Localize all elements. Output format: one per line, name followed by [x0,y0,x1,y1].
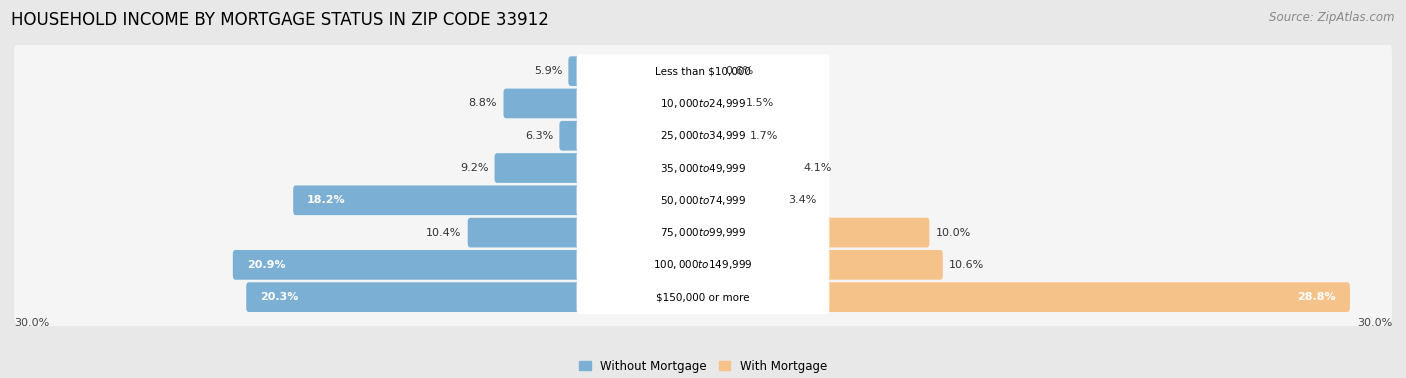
FancyBboxPatch shape [700,186,782,215]
FancyBboxPatch shape [576,119,830,153]
FancyBboxPatch shape [560,121,706,150]
Text: 4.1%: 4.1% [804,163,832,173]
FancyBboxPatch shape [14,74,1392,132]
FancyBboxPatch shape [576,183,830,217]
Legend: Without Mortgage, With Mortgage: Without Mortgage, With Mortgage [579,360,827,373]
FancyBboxPatch shape [700,218,929,248]
FancyBboxPatch shape [14,204,1392,262]
Text: 1.7%: 1.7% [749,131,779,141]
Text: $10,000 to $24,999: $10,000 to $24,999 [659,97,747,110]
FancyBboxPatch shape [294,186,706,215]
FancyBboxPatch shape [576,215,830,250]
FancyBboxPatch shape [576,280,830,314]
Text: 5.9%: 5.9% [534,66,562,76]
FancyBboxPatch shape [246,282,706,312]
Text: $25,000 to $34,999: $25,000 to $34,999 [659,129,747,142]
FancyBboxPatch shape [700,250,943,280]
Text: $35,000 to $49,999: $35,000 to $49,999 [659,161,747,175]
Text: 28.8%: 28.8% [1298,292,1336,302]
Text: HOUSEHOLD INCOME BY MORTGAGE STATUS IN ZIP CODE 33912: HOUSEHOLD INCOME BY MORTGAGE STATUS IN Z… [11,11,550,29]
FancyBboxPatch shape [700,121,744,150]
Text: 0.6%: 0.6% [725,66,754,76]
Text: $50,000 to $74,999: $50,000 to $74,999 [659,194,747,207]
Text: 10.6%: 10.6% [949,260,984,270]
Text: Source: ZipAtlas.com: Source: ZipAtlas.com [1270,11,1395,24]
Text: 10.0%: 10.0% [935,228,972,238]
Text: 18.2%: 18.2% [307,195,346,205]
Text: 9.2%: 9.2% [460,163,488,173]
FancyBboxPatch shape [576,151,830,185]
Text: $75,000 to $99,999: $75,000 to $99,999 [659,226,747,239]
FancyBboxPatch shape [14,42,1392,100]
FancyBboxPatch shape [233,250,706,280]
Text: 10.4%: 10.4% [426,228,461,238]
FancyBboxPatch shape [14,139,1392,197]
FancyBboxPatch shape [568,56,706,86]
Text: 8.8%: 8.8% [468,98,498,108]
Text: $100,000 to $149,999: $100,000 to $149,999 [654,258,752,271]
Text: 30.0%: 30.0% [1357,318,1392,328]
FancyBboxPatch shape [14,171,1392,229]
FancyBboxPatch shape [14,268,1392,326]
FancyBboxPatch shape [495,153,706,183]
FancyBboxPatch shape [700,282,1350,312]
Text: 3.4%: 3.4% [787,195,817,205]
FancyBboxPatch shape [576,248,830,282]
FancyBboxPatch shape [14,236,1392,294]
FancyBboxPatch shape [576,86,830,121]
Text: 1.5%: 1.5% [745,98,773,108]
Text: 20.9%: 20.9% [246,260,285,270]
Text: 6.3%: 6.3% [524,131,553,141]
Text: 20.3%: 20.3% [260,292,298,302]
FancyBboxPatch shape [700,153,797,183]
Text: Less than $10,000: Less than $10,000 [655,66,751,76]
FancyBboxPatch shape [700,56,718,86]
FancyBboxPatch shape [576,54,830,88]
Text: $150,000 or more: $150,000 or more [657,292,749,302]
Text: 30.0%: 30.0% [14,318,49,328]
FancyBboxPatch shape [503,88,706,118]
FancyBboxPatch shape [468,218,706,248]
FancyBboxPatch shape [14,107,1392,165]
FancyBboxPatch shape [700,88,740,118]
